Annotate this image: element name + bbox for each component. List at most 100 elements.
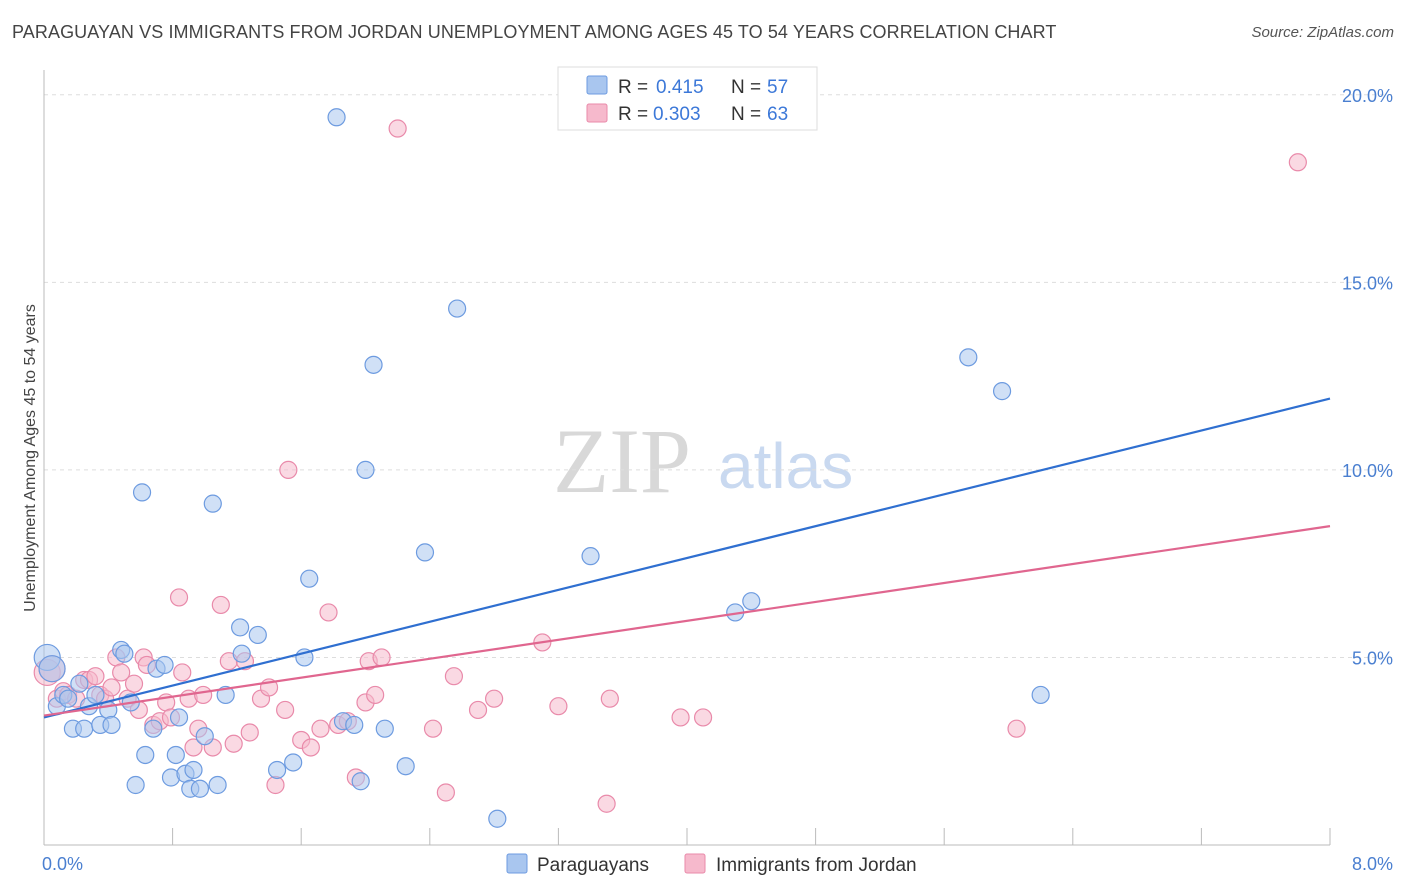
paraguayans-point	[488, 809, 507, 828]
paraguayans-point	[351, 772, 370, 791]
legend-n-value-blue: 57	[767, 77, 788, 98]
paraguayans-point	[248, 625, 267, 645]
paraguayans-point	[1031, 685, 1050, 705]
bottom-legend-swatch-jordan	[684, 853, 706, 874]
jordan-point	[279, 460, 298, 479]
jordan-point	[311, 719, 330, 738]
jordan-point	[671, 708, 690, 727]
paraguayans-point	[195, 727, 214, 746]
jordan-point	[319, 603, 338, 622]
paraguayans-point	[448, 299, 467, 318]
paraguayans-point	[203, 494, 222, 513]
paraguayans-point	[742, 592, 761, 611]
jordan-point	[468, 700, 488, 720]
y-tick-label: 5.0%	[1352, 648, 1393, 668]
jordan-point	[1007, 719, 1026, 738]
legend-n-label-blue: N =	[731, 77, 761, 98]
paraguayans-point	[136, 745, 155, 765]
paraguayans-point	[169, 708, 189, 727]
legend-r-value-pink: 0.303	[653, 104, 701, 125]
jordan-point	[597, 794, 616, 813]
watermark-zip: ZIP	[553, 410, 691, 512]
paraguayans-point	[144, 719, 163, 738]
legend-r-label-blue: R =	[618, 77, 648, 98]
legend-n-value-pink: 63	[767, 104, 788, 125]
paraguayans-point	[231, 618, 250, 637]
paraguayans-point	[126, 775, 145, 795]
jordan-point	[1288, 153, 1307, 172]
series-legend: Paraguayans Immigrants from Jordan	[506, 853, 917, 876]
paraguayans-point	[396, 757, 415, 776]
paraguayans-point	[345, 715, 364, 735]
legend-n-label-pink: N =	[731, 104, 761, 125]
paraguayans-point	[415, 543, 435, 562]
jordan-point	[169, 588, 189, 607]
y-tick-labels: 5.0% 10.0% 15.0% 20.0%	[1342, 86, 1393, 669]
trend-line-paraguayans	[43, 397, 1331, 719]
jordan-point	[366, 685, 385, 705]
bottom-legend-label-paraguayans: Paraguayans	[537, 855, 649, 876]
legend-r-value-blue: 0.415	[656, 77, 704, 98]
jordan-point	[112, 663, 131, 682]
trend-line-jordan	[43, 525, 1331, 717]
jordan-point	[240, 723, 259, 742]
legend-swatch-blue	[586, 75, 608, 95]
y-tick-label: 20.0%	[1342, 86, 1393, 106]
paraguayans-point	[364, 355, 383, 374]
watermark-atlas: atlas	[718, 430, 853, 502]
paraguayans-point	[190, 779, 210, 798]
paraguayans-point	[208, 775, 227, 795]
legend-swatch-pink	[586, 103, 608, 123]
paraguayans-point	[75, 719, 94, 738]
x-tick-label-min: 0.0%	[42, 854, 83, 874]
jordan-point	[693, 708, 713, 727]
jordan-point	[436, 783, 455, 802]
paraguayans-point	[375, 719, 394, 738]
grid-lines	[44, 94, 1392, 658]
paraguayans-point	[166, 745, 185, 765]
paraguayans-point	[70, 674, 89, 693]
paraguayans-point	[581, 547, 600, 566]
paraguayans-point	[327, 108, 346, 127]
jordan-point	[211, 595, 230, 615]
y-axis-title: Unemployment Among Ages 45 to 54 years	[22, 304, 39, 612]
jordan-point	[301, 738, 320, 757]
paraguayans-point	[284, 753, 303, 772]
correlation-legend: R = 0.415 N = 57 R = 0.303 N = 63	[557, 66, 818, 131]
jordan-point	[102, 678, 121, 697]
paraguayans-point	[132, 483, 152, 502]
paraguayans-point	[59, 689, 78, 708]
paraguayans-point	[86, 685, 105, 705]
jordan-point	[549, 697, 568, 716]
jordan-point	[600, 689, 619, 708]
trend-lines	[43, 397, 1331, 719]
jordan-point	[124, 674, 144, 693]
jordan-point	[485, 689, 504, 708]
paraguayans-point	[267, 760, 287, 780]
jordan-point	[423, 719, 443, 738]
paraguayans-point	[115, 644, 134, 663]
jordan-point	[224, 734, 243, 753]
jordan-point	[194, 685, 213, 705]
jordan-point	[173, 663, 192, 682]
paraguayans-point	[38, 655, 66, 683]
jordan-point	[372, 648, 391, 667]
jordan-point	[86, 667, 105, 686]
chart-title: PARAGUAYAN VS IMMIGRANTS FROM JORDAN UNE…	[12, 22, 1057, 42]
paraguayans-point	[959, 348, 978, 367]
bottom-legend-label-jordan: Immigrants from Jordan	[716, 855, 917, 876]
bottom-legend-swatch-paraguayans	[506, 853, 528, 874]
x-ticks	[43, 828, 1331, 845]
paraguayans-point	[232, 644, 251, 663]
jordan-point	[184, 738, 203, 757]
paraguayans-point	[300, 569, 319, 588]
paraguayans-point	[992, 382, 1012, 401]
paraguayans-point	[184, 760, 203, 780]
jordan-point	[444, 667, 464, 686]
legend-r-label-pink: R =	[618, 104, 648, 125]
paraguayans-point	[155, 655, 174, 675]
paraguayans-point	[102, 715, 121, 735]
source-label: Source: ZipAtlas.com	[1251, 24, 1394, 41]
series-paraguayans-points	[33, 108, 1050, 828]
